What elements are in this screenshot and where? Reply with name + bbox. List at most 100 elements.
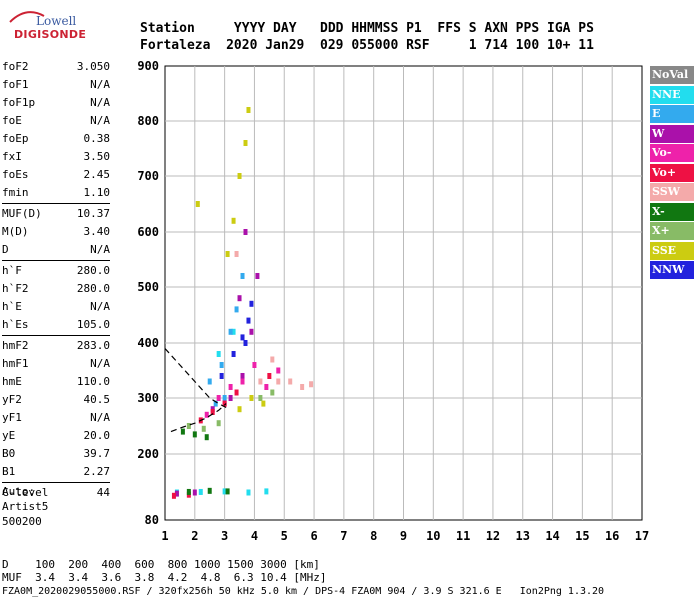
data-point — [216, 420, 221, 427]
data-point — [270, 389, 275, 396]
data-point — [225, 488, 230, 495]
param-row: h`F2 280.0 — [2, 280, 110, 298]
param-row: B0 39.7 — [2, 445, 110, 463]
param-value: 3.050 — [76, 60, 110, 73]
legend-item: E — [650, 105, 694, 123]
data-point — [228, 395, 233, 401]
param-label: B1 — [2, 465, 16, 478]
data-point — [240, 273, 245, 279]
param-label: MUF(D) — [2, 207, 42, 220]
param-value: 20.0 — [83, 429, 111, 442]
param-value: N/A — [90, 411, 110, 424]
data-point — [219, 362, 224, 368]
x-tick-label: 1 — [161, 529, 168, 543]
data-point — [264, 384, 269, 390]
data-point — [252, 362, 257, 368]
param-label: yE — [2, 429, 16, 442]
data-point — [249, 300, 254, 307]
data-point — [231, 351, 236, 357]
x-tick-label: 9 — [400, 529, 407, 543]
data-point — [210, 409, 215, 415]
y-tick-label: 800 — [137, 114, 159, 128]
data-point — [240, 373, 245, 379]
polarization-legend: NoVal NNE E W Vo- Vo+ SSW X- X+ SSE NNW — [650, 66, 694, 281]
auto-code: 500200 — [2, 515, 42, 528]
y-tick-label: 500 — [137, 280, 159, 294]
data-point — [240, 334, 245, 341]
param-label: h`E — [2, 300, 22, 313]
param-value: 110.0 — [76, 375, 110, 388]
data-point — [186, 488, 191, 495]
param-row: h`F 280.0 — [2, 262, 110, 280]
data-point — [195, 201, 200, 207]
data-point — [222, 488, 227, 495]
data-point — [246, 317, 251, 324]
data-point — [216, 395, 221, 401]
param-row: foF1p N/A — [2, 94, 110, 112]
data-point — [246, 107, 251, 113]
data-point — [186, 423, 191, 429]
data-point — [201, 425, 206, 432]
param-value: N/A — [90, 357, 110, 370]
data-point — [309, 381, 314, 388]
param-value: N/A — [90, 114, 110, 127]
data-point — [270, 356, 275, 363]
data-point — [231, 328, 236, 335]
data-point — [237, 173, 242, 179]
y-tick-label: 300 — [137, 391, 159, 405]
param-row: foE N/A — [2, 112, 110, 130]
param-label: fmin — [2, 186, 29, 199]
legend-item: NNE — [650, 85, 694, 104]
data-point — [225, 251, 230, 257]
data-point — [204, 411, 209, 418]
data-point — [207, 378, 212, 385]
data-point — [243, 140, 248, 146]
param-row: hmE 110.0 — [2, 373, 110, 391]
x-tick-label: 3 — [221, 529, 228, 543]
data-point — [249, 395, 254, 401]
data-point — [264, 488, 269, 495]
trace-curve — [170, 403, 227, 433]
legend-item: Vo- — [650, 144, 694, 162]
param-row: B1 2.27 — [2, 463, 110, 481]
data-point — [288, 378, 293, 385]
data-point — [249, 328, 254, 335]
data-point — [243, 229, 248, 235]
y-tick-label: 900 — [137, 59, 159, 73]
data-point — [237, 406, 242, 413]
param-label: yF1 — [2, 411, 22, 424]
param-value: 40.5 — [83, 393, 111, 406]
param-value: N/A — [90, 78, 110, 91]
param-divider — [2, 482, 110, 483]
param-row: D N/A — [2, 241, 110, 259]
param-label: h`Es — [2, 318, 29, 331]
param-divider — [2, 203, 110, 204]
param-value: N/A — [90, 96, 110, 109]
data-point — [213, 400, 218, 407]
legend-item: NNW — [650, 261, 694, 279]
x-tick-label: 2 — [191, 529, 198, 543]
legend-item: Vo+ — [650, 163, 694, 182]
logo-text-digisonde: DIGISONDE — [14, 28, 87, 41]
param-label: hmF1 — [2, 357, 29, 370]
param-row: fxI 3.50 — [2, 148, 110, 166]
data-point — [228, 384, 233, 390]
data-point — [276, 367, 281, 374]
data-point — [198, 488, 203, 495]
y-tick-label: 400 — [137, 336, 159, 350]
x-tick-label: 15 — [575, 529, 589, 543]
param-value: 2.45 — [83, 168, 111, 181]
header-values: Fortaleza 2020 Jan29 029 055000 RSF 1 71… — [140, 38, 594, 53]
param-label: foEs — [2, 168, 29, 181]
data-point — [261, 400, 266, 407]
param-label: foF1 — [2, 78, 29, 91]
x-tick-label: 6 — [310, 529, 317, 543]
muf-value-row: MUF 3.4 3.4 3.6 3.8 4.2 4.8 6.3 10.4 [MH… — [2, 571, 327, 584]
data-point — [234, 306, 239, 313]
param-row: foEp 0.38 — [2, 130, 110, 148]
data-point — [258, 378, 263, 385]
x-tick-label: 14 — [545, 529, 559, 543]
param-label: C-level — [2, 486, 49, 499]
data-point — [219, 373, 224, 379]
data-point — [192, 489, 197, 496]
